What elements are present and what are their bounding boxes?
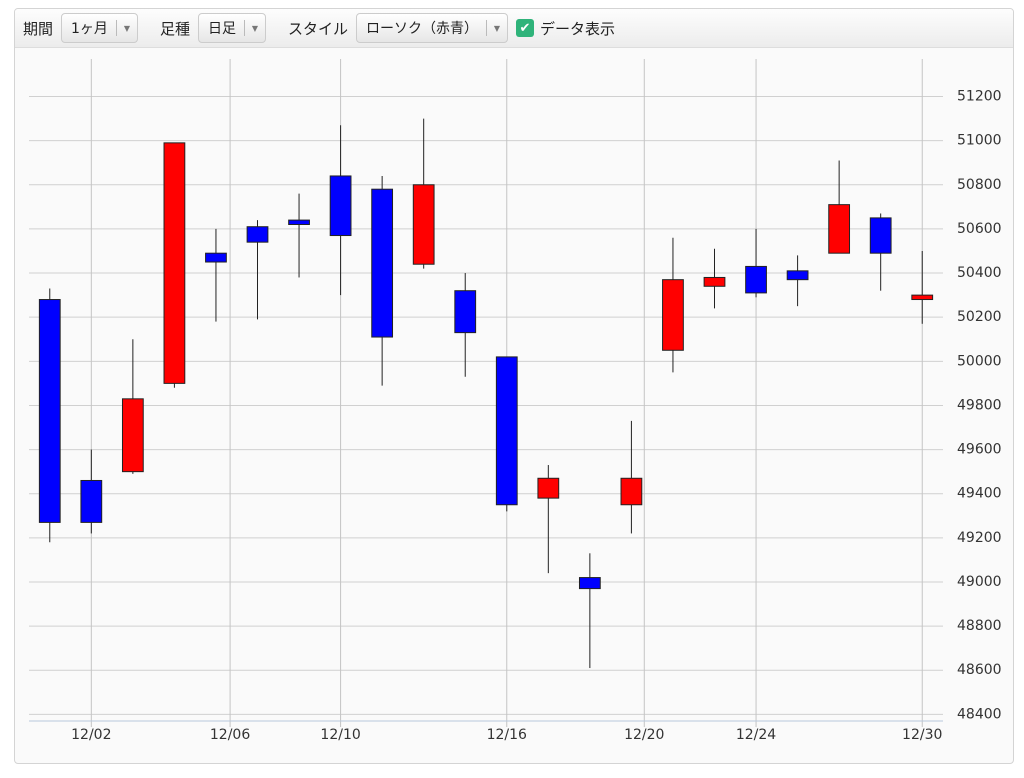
candle-body	[412, 184, 435, 265]
y-tick-label: 49000	[957, 574, 1002, 590]
x-tick-label: 12/24	[736, 727, 776, 743]
y-tick-label: 48600	[957, 662, 1002, 678]
bar-label: 足種	[159, 19, 190, 38]
dropdown-arrow: ▼	[485, 20, 507, 36]
y-tick-label: 50800	[957, 177, 1002, 193]
y-tick-label: 49200	[957, 530, 1002, 546]
x-tick-label: 12/10	[320, 727, 360, 743]
x-tick-label: 12/20	[624, 727, 664, 743]
candle-body	[578, 577, 601, 590]
y-tick-label: 49600	[957, 442, 1002, 458]
style-select[interactable]: ローソク（赤青） ▼	[355, 13, 508, 43]
toolbar: 期間 1ヶ月 ▼ 足種 日足 ▼ スタイル ローソク（赤青） ▼ ✔ データ表示	[15, 9, 1013, 48]
style-value: ローソク（赤青）	[365, 21, 478, 37]
bar-value: 日足	[207, 21, 236, 37]
data-toggle-label: データ表示	[539, 19, 615, 38]
candle-body	[163, 142, 186, 384]
x-tick-label: 12/02	[71, 727, 111, 743]
data-checkbox[interactable]: ✔	[515, 19, 534, 37]
candle-body	[703, 276, 726, 287]
candle-body	[205, 252, 227, 263]
x-tick-label: 12/06	[210, 727, 250, 743]
candle-body	[288, 219, 310, 226]
period-value: 1ヶ月	[71, 21, 108, 37]
candle-body	[121, 398, 144, 473]
y-tick-label: 50600	[957, 221, 1002, 237]
candle-body	[454, 290, 477, 334]
candle-body	[38, 299, 61, 523]
y-tick-label: 50000	[957, 353, 1002, 369]
candle-body	[911, 294, 934, 301]
candle-body	[869, 217, 892, 254]
candle-body	[371, 188, 394, 338]
x-tick-label: 12/16	[487, 727, 527, 743]
dropdown-arrow: ▼	[115, 20, 137, 36]
candle-body	[80, 479, 103, 523]
y-tick-label: 50200	[957, 309, 1002, 325]
candle-body	[620, 477, 643, 506]
candle-body	[745, 265, 767, 294]
candle-body	[537, 477, 560, 499]
candle-body	[495, 356, 518, 506]
period-label: 期間	[23, 19, 54, 38]
y-tick-label: 51000	[957, 133, 1002, 149]
style-label: スタイル	[287, 19, 348, 38]
period-select[interactable]: 1ヶ月 ▼	[61, 13, 138, 43]
candle-body	[828, 204, 851, 254]
y-tick-label: 50400	[957, 265, 1002, 281]
candle-body	[329, 175, 352, 237]
y-tick-label: 49400	[957, 486, 1002, 502]
y-tick-label: 48800	[957, 618, 1002, 634]
y-tick-label: 49800	[957, 397, 1002, 413]
y-tick-label: 51200	[957, 89, 1002, 105]
candle-body	[786, 270, 809, 281]
y-tick-label: 48400	[957, 706, 1002, 722]
chart-panel: 期間 1ヶ月 ▼ 足種 日足 ▼ スタイル ローソク（赤青） ▼ ✔ データ表示 48…	[14, 8, 1014, 764]
chart: 48400 48600 48800 49000 49200 49400 49600 49800…	[29, 59, 1002, 743]
x-tick-label: 12/30	[902, 727, 942, 743]
candle-body	[662, 279, 684, 351]
candle-body	[246, 226, 269, 243]
dropdown-arrow: ▼	[243, 20, 265, 36]
bar-select[interactable]: 日足 ▼	[197, 13, 266, 43]
